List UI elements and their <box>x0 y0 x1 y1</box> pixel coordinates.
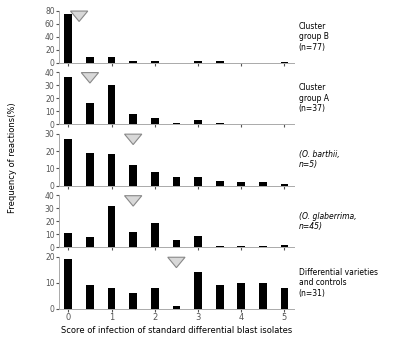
Bar <box>64 139 72 186</box>
Bar <box>194 236 202 247</box>
Bar <box>86 237 94 247</box>
Bar <box>194 120 202 124</box>
Text: Differential varieties
and controls
(n=31): Differential varieties and controls (n=3… <box>299 268 378 298</box>
Bar <box>281 62 289 63</box>
Bar <box>259 246 267 247</box>
Bar <box>108 154 116 186</box>
Bar <box>129 293 137 309</box>
Bar <box>129 61 137 63</box>
Bar <box>151 118 159 124</box>
Bar <box>108 206 116 247</box>
Polygon shape <box>124 134 142 145</box>
X-axis label: Score of infection of standard differential blast isolates: Score of infection of standard different… <box>61 326 292 335</box>
Text: Cluster
group B
(n=77): Cluster group B (n=77) <box>299 22 328 52</box>
Bar <box>86 57 94 63</box>
Bar <box>281 288 289 309</box>
Bar <box>129 114 137 124</box>
Bar <box>129 232 137 247</box>
Bar <box>281 184 289 186</box>
Bar <box>216 61 223 63</box>
Bar <box>173 239 180 247</box>
Polygon shape <box>71 11 88 21</box>
Bar <box>194 177 202 186</box>
Bar <box>151 172 159 186</box>
Bar <box>108 58 116 63</box>
Bar <box>64 259 72 309</box>
Bar <box>173 123 180 124</box>
Bar <box>237 283 245 309</box>
Bar <box>259 182 267 186</box>
Bar <box>64 233 72 247</box>
Bar <box>216 123 223 124</box>
Bar <box>86 153 94 186</box>
Bar <box>86 285 94 309</box>
Bar <box>173 306 180 309</box>
Bar <box>151 61 159 63</box>
Polygon shape <box>124 196 142 206</box>
Bar <box>237 182 245 186</box>
Bar <box>151 223 159 247</box>
Bar <box>151 288 159 309</box>
Bar <box>173 177 180 186</box>
Bar <box>194 272 202 309</box>
Bar <box>86 104 94 124</box>
Bar <box>64 14 72 63</box>
Bar <box>108 85 116 124</box>
Bar <box>237 246 245 247</box>
Bar <box>64 77 72 124</box>
Bar <box>281 245 289 247</box>
Bar <box>216 180 223 186</box>
Bar <box>108 288 116 309</box>
Text: (O. glaberrima,
n=45): (O. glaberrima, n=45) <box>299 212 356 231</box>
Polygon shape <box>81 73 99 83</box>
Bar <box>194 61 202 63</box>
Bar <box>216 246 223 247</box>
Bar <box>216 285 223 309</box>
Text: Frequency of reactions(%): Frequency of reactions(%) <box>8 102 17 213</box>
Bar <box>259 283 267 309</box>
Polygon shape <box>168 257 185 268</box>
Bar <box>129 165 137 186</box>
Text: Cluster
group A
(n=37): Cluster group A (n=37) <box>299 83 329 113</box>
Text: (O. barthii,
n=5): (O. barthii, n=5) <box>299 150 339 170</box>
